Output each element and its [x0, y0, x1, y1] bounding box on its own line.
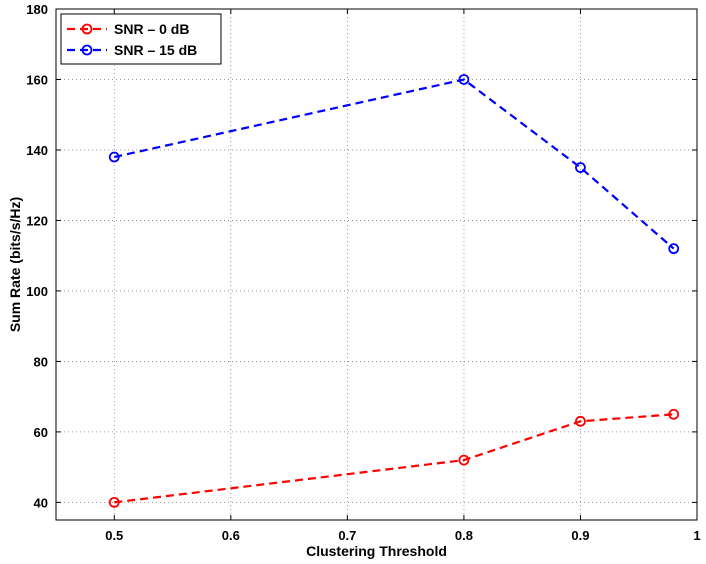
- x-tick-label: 0.9: [571, 528, 589, 543]
- legend: SNR – 0 dB SNR – 15 dB: [60, 13, 222, 65]
- x-axis-label: Clustering Threshold: [306, 543, 447, 559]
- y-tick-label: 160: [26, 72, 48, 87]
- x-tick-label: 0.5: [105, 528, 123, 543]
- x-tick-label: 1: [693, 528, 700, 543]
- data-series: [108, 74, 680, 508]
- legend-label: SNR – 0 dB: [114, 21, 189, 37]
- x-tick-label: 0.7: [338, 528, 356, 543]
- y-tick-label: 180: [26, 2, 48, 17]
- data-point: [458, 74, 470, 85]
- y-tick-label: 80: [34, 354, 48, 369]
- y-axis-label: Sum Rate (bits/s/Hz): [7, 197, 23, 332]
- data-point: [108, 496, 120, 508]
- data-point: [575, 415, 586, 427]
- legend-box: [60, 13, 222, 65]
- y-tick-label: 120: [26, 213, 48, 228]
- series-line: [114, 78, 675, 250]
- x-tick-label: 0.8: [455, 528, 473, 543]
- data-point: [668, 408, 680, 420]
- y-tick-label: 40: [34, 495, 48, 510]
- y-tick-label: 100: [26, 284, 48, 299]
- legend-marker: [81, 23, 93, 35]
- plot-area-frame: [55, 8, 698, 521]
- legend-item: SNR – 0 dB: [67, 21, 189, 37]
- grid-lines: [56, 8, 698, 520]
- series-0: [108, 408, 680, 508]
- series-line: [114, 413, 674, 504]
- y-tick-label: 140: [26, 143, 48, 158]
- legend-label: SNR – 15 dB: [114, 42, 197, 58]
- legend-item: SNR – 15 dB: [67, 42, 197, 58]
- x-tick-label: 0.6: [222, 528, 240, 543]
- data-point: [668, 243, 680, 255]
- series-1: [108, 74, 680, 255]
- data-point: [108, 151, 120, 163]
- data-point: [575, 162, 586, 173]
- data-point: [458, 454, 470, 466]
- y-tick-label: 60: [34, 425, 48, 440]
- legend-marker: [81, 44, 93, 56]
